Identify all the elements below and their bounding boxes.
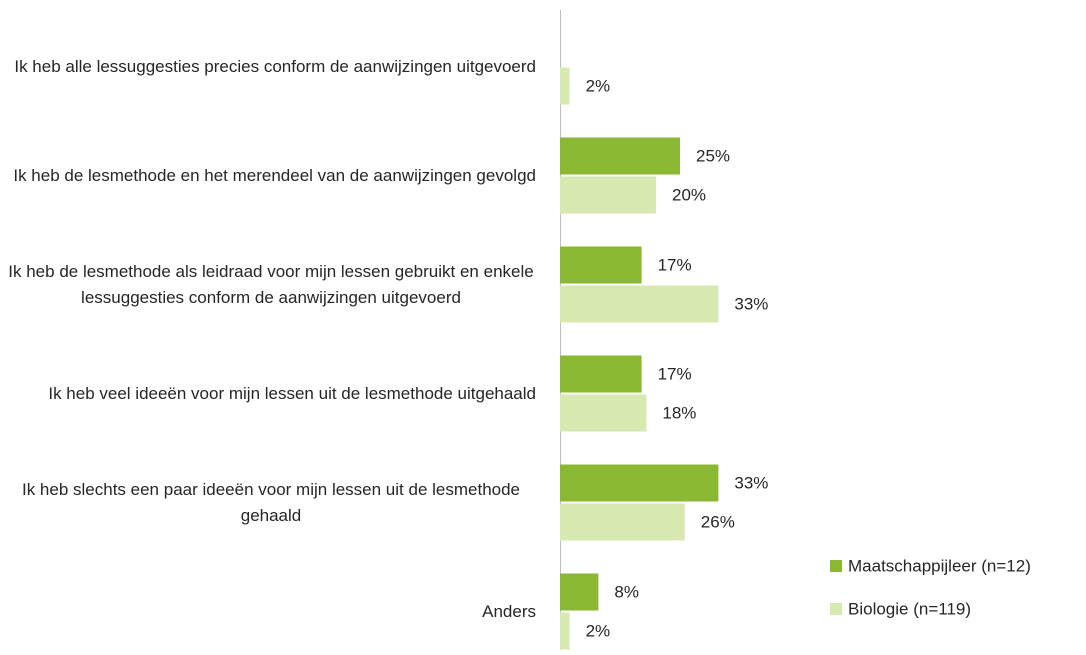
bar (560, 176, 656, 214)
data-label: 17% (658, 255, 692, 274)
data-label: 8% (614, 582, 639, 601)
category-label: Ik heb de lesmethode als leidraad voor m… (8, 261, 534, 307)
data-label: 2% (586, 621, 611, 640)
legend-swatch (830, 603, 842, 615)
category-label: Ik heb veel ideeën voor mijn lessen uit … (48, 383, 536, 403)
category-label: Ik heb alle lessuggesties precies confor… (14, 56, 536, 76)
data-label: 2% (586, 76, 611, 95)
bar (560, 394, 647, 432)
data-label: 26% (701, 512, 735, 531)
data-label: 25% (696, 146, 730, 165)
bar (560, 355, 642, 393)
bar (560, 285, 719, 323)
data-label: 20% (672, 185, 706, 204)
bar (560, 573, 599, 611)
data-label: 33% (734, 294, 768, 313)
category-label: Anders (482, 601, 536, 621)
bar (560, 503, 685, 541)
bar (560, 246, 642, 284)
legend-swatch (830, 560, 842, 572)
bar (560, 612, 570, 650)
bar (560, 137, 680, 175)
bar (560, 67, 570, 105)
category-label: Ik heb slechts een paar ideeën voor mijn… (21, 479, 521, 525)
data-label: 18% (662, 403, 696, 422)
data-label: 33% (734, 473, 768, 492)
data-label: 17% (658, 364, 692, 383)
legend-label: Biologie (n=119) (848, 599, 971, 618)
bar (560, 464, 719, 502)
category-label: Ik heb de lesmethode en het merendeel va… (13, 165, 536, 185)
legend-label: Maatschappijleer (n=12) (848, 556, 1031, 575)
